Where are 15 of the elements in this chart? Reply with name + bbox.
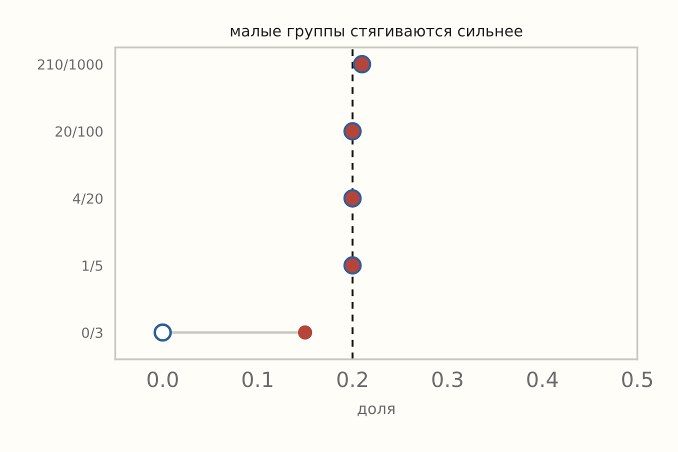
y-tick-label: 4/20 bbox=[72, 193, 103, 205]
y-tick-label: 20/100 bbox=[56, 126, 103, 138]
x-tick-label: 0.5 bbox=[622, 372, 652, 388]
y-tick-label: 0/3 bbox=[82, 327, 102, 340]
point bbox=[298, 325, 312, 340]
point bbox=[154, 323, 172, 342]
x-tick-label: 0.2 bbox=[337, 372, 368, 388]
x-tick-label: 0.3 bbox=[432, 372, 462, 388]
x-tick-label: 0.4 bbox=[527, 372, 558, 388]
chart-title: малые группы стягиваются сильнее bbox=[230, 28, 522, 40]
x-tick-label: 0.0 bbox=[148, 372, 178, 388]
x-tick-label: 0.1 bbox=[242, 372, 272, 388]
y-tick-label: 210/1000 bbox=[38, 59, 103, 71]
y-tick-label: 1/5 bbox=[82, 260, 102, 272]
x-axis-title: доля bbox=[358, 405, 394, 416]
